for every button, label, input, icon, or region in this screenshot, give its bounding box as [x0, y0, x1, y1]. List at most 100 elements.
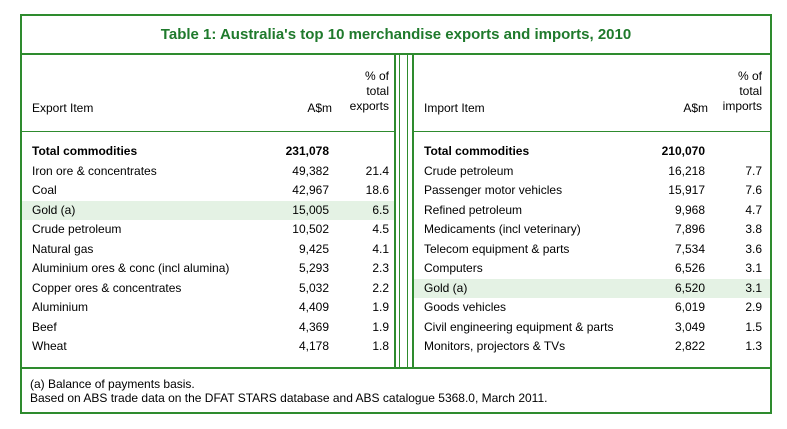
- export-value: 15,005: [292, 202, 329, 217]
- export-value: 4,369: [298, 319, 329, 334]
- import-item: Passenger motor vehicles: [424, 183, 563, 197]
- import-pct: 4.7: [745, 202, 762, 217]
- export-value: 4,178: [298, 339, 329, 353]
- export-pct: 6.5: [372, 202, 389, 217]
- export-value: 10,502: [292, 222, 329, 236]
- import-header-divider: [414, 131, 770, 132]
- import-item: Refined petroleum: [424, 202, 523, 217]
- export-row: Copper ores & concentrates 5,032 2.2: [22, 279, 394, 299]
- import-pct-header-line3: imports: [722, 99, 762, 113]
- title-divider: [22, 53, 770, 55]
- export-rows: Total commodities 231,078 Iron ore & con…: [22, 142, 394, 357]
- import-value: 6,526: [674, 261, 705, 275]
- import-pct: 7.6: [745, 183, 762, 197]
- import-value-header: A$m: [683, 101, 708, 115]
- import-pct: 3.1: [745, 261, 762, 275]
- export-row: Aluminium ores & conc (incl alumina) 5,29…: [22, 259, 394, 279]
- export-pct: 4.5: [372, 222, 389, 236]
- import-value: 9,968: [674, 202, 705, 217]
- export-row: Beef 4,369 1.9: [22, 318, 394, 338]
- export-value: 9,425: [298, 241, 329, 256]
- import-item: Medicaments (incl veterinary): [424, 222, 581, 236]
- import-value: 6,019: [674, 300, 705, 314]
- export-value-header: A$m: [307, 101, 332, 115]
- export-pct: 1.9: [372, 319, 389, 334]
- import-pct: 3.8: [745, 222, 762, 236]
- export-pct-header: % of total exports: [350, 69, 389, 114]
- table-notes: (a) Balance of payments basis. Based on …: [30, 377, 547, 405]
- export-row: Crude petroleum 10,502 4.5: [22, 220, 394, 240]
- import-pct-header-line1: % of: [737, 69, 762, 83]
- import-item: Crude petroleum: [424, 163, 514, 178]
- import-row: Refined petroleum 9,968 4.7: [414, 201, 770, 221]
- export-total-row: Total commodities 231,078: [22, 142, 394, 162]
- import-item: Computers: [424, 261, 483, 275]
- footer-divider: [22, 367, 770, 369]
- note-balance-of-payments: (a) Balance of payments basis.: [30, 377, 195, 391]
- export-item: Crude petroleum: [32, 222, 122, 236]
- table-title: Table 1: Australia's top 10 merchandise …: [160, 26, 632, 43]
- imports-section: Import Item A$m % of total imports Total…: [414, 55, 770, 367]
- export-total-item: Total commodities: [32, 144, 138, 158]
- import-row: Goods vehicles 6,019 2.9: [414, 298, 770, 318]
- import-row: Medicaments (incl veterinary) 7,896 3.8: [414, 220, 770, 240]
- export-item: Copper ores & concentrates: [32, 280, 182, 295]
- export-pct: 18.6: [365, 183, 389, 197]
- export-pct: 21.4: [365, 163, 389, 178]
- import-row: Computers 6,526 3.1: [414, 259, 770, 279]
- note-source: Based on ABS trade data on the DFAT STAR…: [30, 391, 548, 405]
- export-item: Beef: [32, 319, 57, 334]
- export-row: Gold (a) 15,005 6.5: [22, 200, 394, 220]
- export-pct: 1.9: [372, 300, 389, 314]
- import-pct: 2.9: [745, 300, 762, 314]
- import-item: Telecom equipment & parts: [424, 241, 570, 256]
- import-item: Gold (a): [424, 280, 468, 295]
- export-pct: 2.2: [372, 280, 389, 295]
- import-value: 2,822: [674, 339, 705, 353]
- export-value: 5,293: [298, 261, 329, 275]
- export-pct: 4.1: [372, 241, 389, 256]
- import-pct: 1.3: [745, 339, 762, 353]
- import-row: Telecom equipment & parts 7,534 3.6: [414, 240, 770, 260]
- export-item: Wheat: [32, 339, 67, 353]
- export-item: Coal: [32, 183, 57, 197]
- column-divider-double: [399, 55, 408, 367]
- export-value: 42,967: [292, 183, 329, 197]
- exports-section: Export Item A$m % of total exports Total…: [22, 55, 394, 367]
- import-item: Civil engineering equipment & parts: [424, 319, 614, 334]
- import-total-row: Total commodities 210,070: [414, 142, 770, 162]
- table-frame: Table 1: Australia's top 10 merchandise …: [20, 14, 772, 414]
- import-item: Goods vehicles: [424, 300, 507, 314]
- export-pct-header-line1: % of: [364, 69, 389, 83]
- export-row: Natural gas 9,425 4.1: [22, 240, 394, 260]
- export-pct: 2.3: [372, 261, 389, 275]
- export-pct-header-line3: exports: [349, 99, 389, 113]
- import-item-header: Import Item: [424, 101, 485, 115]
- import-value: 15,917: [668, 183, 705, 197]
- import-pct-header-line2: total: [739, 84, 762, 98]
- export-item: Natural gas: [32, 241, 94, 256]
- column-divider-left: [394, 55, 396, 367]
- export-item: Aluminium: [32, 300, 89, 314]
- import-row: Crude petroleum 16,218 7.7: [414, 162, 770, 182]
- import-pct: 7.7: [745, 163, 762, 178]
- import-value: 7,534: [674, 241, 705, 256]
- export-item: Iron ore & concentrates: [32, 163, 157, 178]
- import-row: Gold (a) 6,520 3.1: [414, 278, 770, 298]
- export-row: Iron ore & concentrates 49,382 21.4: [22, 162, 394, 182]
- import-value: 6,520: [674, 280, 705, 295]
- export-item: Gold (a): [32, 202, 76, 217]
- import-total-item: Total commodities: [424, 144, 530, 158]
- export-value: 4,409: [298, 300, 329, 314]
- import-item: Monitors, projectors & TVs: [424, 339, 566, 353]
- column-divider-right: [412, 55, 414, 367]
- export-pct: 1.8: [372, 339, 389, 353]
- import-row: Monitors, projectors & TVs 2,822 1.3: [414, 337, 770, 357]
- import-pct: 3.1: [745, 280, 762, 295]
- export-total-value: 231,078: [285, 144, 329, 158]
- import-value: 3,049: [674, 319, 705, 334]
- export-row: Aluminium 4,409 1.9: [22, 298, 394, 318]
- export-header-divider: [22, 131, 394, 132]
- import-row: Civil engineering equipment & parts 3,049…: [414, 318, 770, 338]
- export-row: Coal 42,967 18.6: [22, 181, 394, 201]
